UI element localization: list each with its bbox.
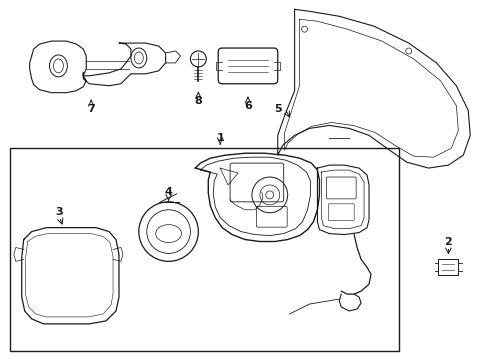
Text: 7: 7 bbox=[87, 104, 95, 113]
Bar bbox=[10, 148, 399, 351]
Text: 6: 6 bbox=[244, 100, 252, 111]
Text: 4: 4 bbox=[165, 187, 172, 197]
Text: 3: 3 bbox=[56, 207, 63, 217]
Text: 8: 8 bbox=[195, 96, 202, 105]
Text: 1: 1 bbox=[216, 133, 224, 143]
Text: 5: 5 bbox=[274, 104, 282, 113]
Text: 2: 2 bbox=[444, 237, 452, 247]
